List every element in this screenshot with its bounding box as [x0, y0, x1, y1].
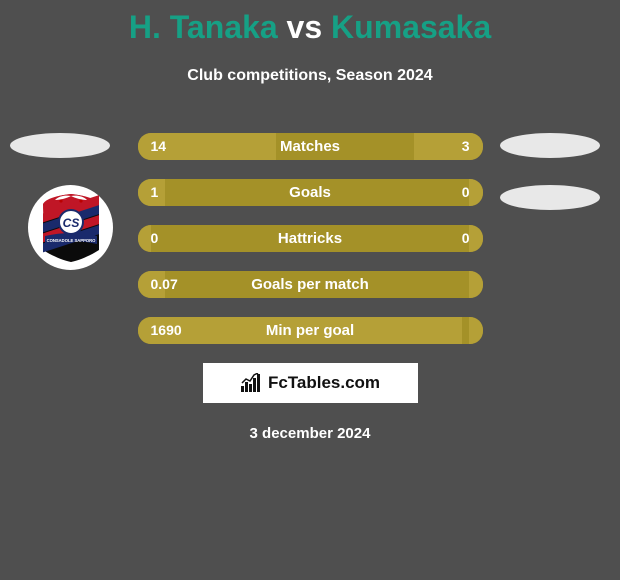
page-title: H. Tanaka vs Kumasaka: [0, 0, 620, 45]
stat-row: 0.07Goals per match: [138, 271, 483, 298]
stat-row: 10Goals: [138, 179, 483, 206]
crest-banner-text: CONSADOLE SAPPORO: [46, 238, 96, 243]
club-crest: CS CONSADOLE SAPPORO: [28, 185, 113, 270]
stat-row: 00Hattricks: [138, 225, 483, 252]
comparison-chart: CS CONSADOLE SAPPORO 143Matches 10Goals 00…: [0, 133, 620, 344]
brand-box[interactable]: FcTables.com: [203, 363, 418, 403]
stat-label: Hattricks: [138, 225, 483, 252]
vs-separator: vs: [287, 9, 323, 45]
stat-bars: 143Matches 10Goals 00Hattricks 0.07Goals pe…: [138, 133, 483, 344]
crest-initials: CS: [62, 216, 79, 230]
stat-row: 143Matches: [138, 133, 483, 160]
stat-row: 1690Min per goal: [138, 317, 483, 344]
brand-chart-icon: [240, 373, 262, 393]
stat-label: Matches: [138, 133, 483, 160]
brand-text: FcTables.com: [268, 373, 380, 393]
player2-badge-placeholder-1: [500, 133, 600, 158]
player1-badge-placeholder: [10, 133, 110, 158]
shield-icon: CS CONSADOLE SAPPORO: [41, 194, 101, 262]
footer-date: 3 december 2024: [0, 425, 620, 442]
subtitle: Club competitions, Season 2024: [0, 67, 620, 85]
stat-label: Min per goal: [138, 317, 483, 344]
stat-label: Goals per match: [138, 271, 483, 298]
club-crest-shield: CS CONSADOLE SAPPORO: [41, 194, 101, 262]
player2-name: Kumasaka: [331, 9, 491, 45]
stat-label: Goals: [138, 179, 483, 206]
player2-badge-placeholder-2: [500, 185, 600, 210]
player1-name: H. Tanaka: [129, 9, 278, 45]
